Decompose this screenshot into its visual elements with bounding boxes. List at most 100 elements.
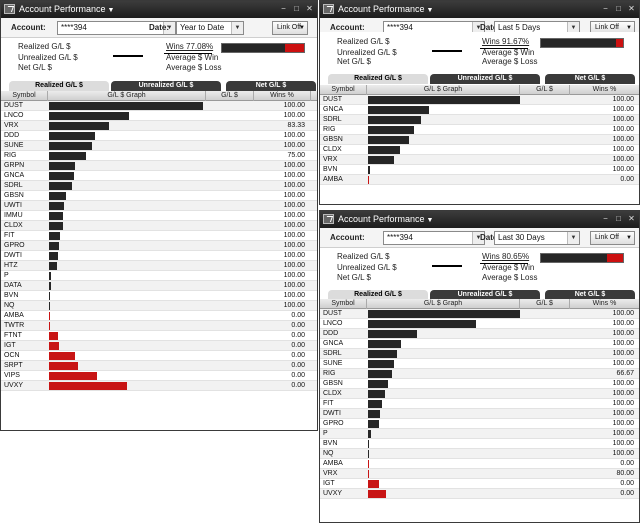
table-row[interactable]: FIT 100.00 <box>1 231 317 241</box>
maximize-icon[interactable]: □ <box>616 214 621 223</box>
minimize-icon[interactable]: − <box>603 4 608 13</box>
table-row[interactable]: AMBA 0.00 <box>1 311 317 321</box>
table-row[interactable]: SUNE 100.00 <box>1 141 317 151</box>
table-row[interactable]: P 100.00 <box>320 429 639 439</box>
header-gl[interactable]: G/L $ <box>520 85 570 95</box>
maximize-icon[interactable]: □ <box>294 4 299 13</box>
table-row[interactable]: GPRO 100.00 <box>1 241 317 251</box>
tab-net[interactable]: Net G/L $ <box>545 74 635 84</box>
minimize-icon[interactable]: − <box>281 4 286 13</box>
window-title-menu[interactable]: Account Performance ▼ <box>338 4 433 14</box>
table-row[interactable]: GBSN 100.00 <box>320 135 639 145</box>
table-row[interactable]: TWTR 0.00 <box>1 321 317 331</box>
title-bar[interactable]: Account Performance ▼ − □ ✕ <box>320 211 639 228</box>
table-row[interactable]: CLDX 100.00 <box>1 221 317 231</box>
table-row[interactable]: RIG 75.00 <box>1 151 317 161</box>
header-symbol[interactable]: Symbol <box>1 91 48 101</box>
table-row[interactable]: BVN 100.00 <box>320 165 639 175</box>
table-row[interactable]: DWTI 100.00 <box>320 409 639 419</box>
date-range-select[interactable]: Last 30 Days ▼ <box>494 231 580 245</box>
close-icon[interactable]: ✕ <box>628 4 635 13</box>
header-gl-graph[interactable]: G/L $ Graph <box>367 85 520 95</box>
link-button[interactable]: Link Off ▼ <box>590 21 635 35</box>
table-row[interactable]: RIG 66.67 <box>320 369 639 379</box>
link-button[interactable]: Link Off ▼ <box>272 21 308 35</box>
table-row[interactable]: IGT 0.00 <box>320 479 639 489</box>
table-row[interactable]: DATA 100.00 <box>1 281 317 291</box>
tab-unrealized[interactable]: Unrealized G/L $ <box>430 290 540 300</box>
table-row[interactable]: AMBA 0.00 <box>320 459 639 469</box>
table-row[interactable]: SDRL 100.00 <box>320 349 639 359</box>
close-icon[interactable]: ✕ <box>306 4 313 13</box>
table-row[interactable]: SDRL 100.00 <box>320 115 639 125</box>
table-row[interactable]: DUST 100.00 <box>1 101 317 111</box>
table-row[interactable]: RIG 100.00 <box>320 125 639 135</box>
table-row[interactable]: NQ 100.00 <box>320 449 639 459</box>
table-row[interactable]: LNCO 100.00 <box>1 111 317 121</box>
table-row[interactable]: FTNT 0.00 <box>1 331 317 341</box>
table-row[interactable]: DWTI 100.00 <box>1 251 317 261</box>
title-bar[interactable]: Account Performance ▼ − □ ✕ <box>1 1 317 18</box>
table-row[interactable]: GRPN 100.00 <box>1 161 317 171</box>
window-title-menu[interactable]: Account Performance ▼ <box>19 4 114 14</box>
table-row[interactable]: VRX 100.00 <box>320 155 639 165</box>
table-row[interactable]: OCN 0.00 <box>1 351 317 361</box>
table-row[interactable]: GPRO 100.00 <box>320 419 639 429</box>
close-icon[interactable]: ✕ <box>628 214 635 223</box>
table-row[interactable]: CLDX 100.00 <box>320 145 639 155</box>
table-row[interactable]: SDRL 100.00 <box>1 181 317 191</box>
date-range-select[interactable]: Year to Date ▼ <box>176 21 244 35</box>
table-row[interactable]: UVXY 0.00 <box>1 381 317 391</box>
tab-realized[interactable]: Realized G/L $ <box>328 74 428 84</box>
table-row[interactable]: GBSN 100.00 <box>320 379 639 389</box>
table-row[interactable]: AMBA 0.00 <box>320 175 639 185</box>
table-row[interactable]: LNCO 100.00 <box>320 319 639 329</box>
table-row[interactable]: FIT 100.00 <box>320 399 639 409</box>
table-row[interactable]: GBSN 100.00 <box>1 191 317 201</box>
title-bar[interactable]: Account Performance ▼ − □ ✕ <box>320 1 639 18</box>
table-row[interactable]: UWTI 100.00 <box>1 201 317 211</box>
table-row[interactable]: IGT 0.00 <box>1 341 317 351</box>
table-row[interactable]: VRX 80.00 <box>320 469 639 479</box>
header-gl-graph[interactable]: G/L $ Graph <box>367 299 520 309</box>
tab-unrealized[interactable]: Unrealized G/L $ <box>430 74 540 84</box>
maximize-icon[interactable]: □ <box>616 4 621 13</box>
table-row[interactable]: GNCA 100.00 <box>320 105 639 115</box>
window-title-menu[interactable]: Account Performance ▼ <box>338 214 433 224</box>
table-row[interactable]: IMMU 100.00 <box>1 211 317 221</box>
table-row[interactable]: GNCA 100.00 <box>1 171 317 181</box>
table-row[interactable]: VIPS 0.00 <box>1 371 317 381</box>
minimize-icon[interactable]: − <box>603 214 608 223</box>
table-row[interactable]: DUST 100.00 <box>320 95 639 105</box>
header-gl[interactable]: G/L $ <box>206 91 254 101</box>
table-row[interactable]: GNCA 100.00 <box>320 339 639 349</box>
table-row[interactable]: DDD 100.00 <box>1 131 317 141</box>
tab-unrealized[interactable]: Unrealized G/L $ <box>111 81 221 91</box>
account-select[interactable]: ****394 ▼ <box>57 21 176 35</box>
tab-net[interactable]: Net G/L $ <box>545 290 635 300</box>
tab-realized[interactable]: Realized G/L $ <box>328 290 428 300</box>
table-row[interactable]: HTZ 100.00 <box>1 261 317 271</box>
header-gl-graph[interactable]: G/L $ Graph <box>48 91 206 101</box>
table-row[interactable]: SUNE 100.00 <box>320 359 639 369</box>
header-symbol[interactable]: Symbol <box>320 299 367 309</box>
table-row[interactable]: BVN 100.00 <box>320 439 639 449</box>
table-row[interactable]: BVN 100.00 <box>1 291 317 301</box>
tab-realized[interactable]: Realized G/L $ <box>9 81 109 91</box>
table-row[interactable]: P 100.00 <box>1 271 317 281</box>
table-row[interactable]: CLDX 100.00 <box>320 389 639 399</box>
account-select[interactable]: ****394 ▼ <box>383 231 485 245</box>
header-wins-pct[interactable]: Wins % <box>570 85 639 95</box>
tab-net[interactable]: Net G/L $ <box>226 81 316 91</box>
header-gl[interactable]: G/L $ <box>520 299 570 309</box>
table-row[interactable]: SRPT 0.00 <box>1 361 317 371</box>
table-row[interactable]: UVXY 0.00 <box>320 489 639 499</box>
header-symbol[interactable]: Symbol <box>320 85 367 95</box>
table-row[interactable]: VRX 83.33 <box>1 121 317 131</box>
table-row[interactable]: DUST 100.00 <box>320 309 639 319</box>
header-wins-pct[interactable]: Wins % <box>254 91 311 101</box>
table-row[interactable]: DDD 100.00 <box>320 329 639 339</box>
table-row[interactable]: NQ 100.00 <box>1 301 317 311</box>
header-wins-pct[interactable]: Wins % <box>570 299 639 309</box>
link-button[interactable]: Link Off ▼ <box>590 231 635 245</box>
